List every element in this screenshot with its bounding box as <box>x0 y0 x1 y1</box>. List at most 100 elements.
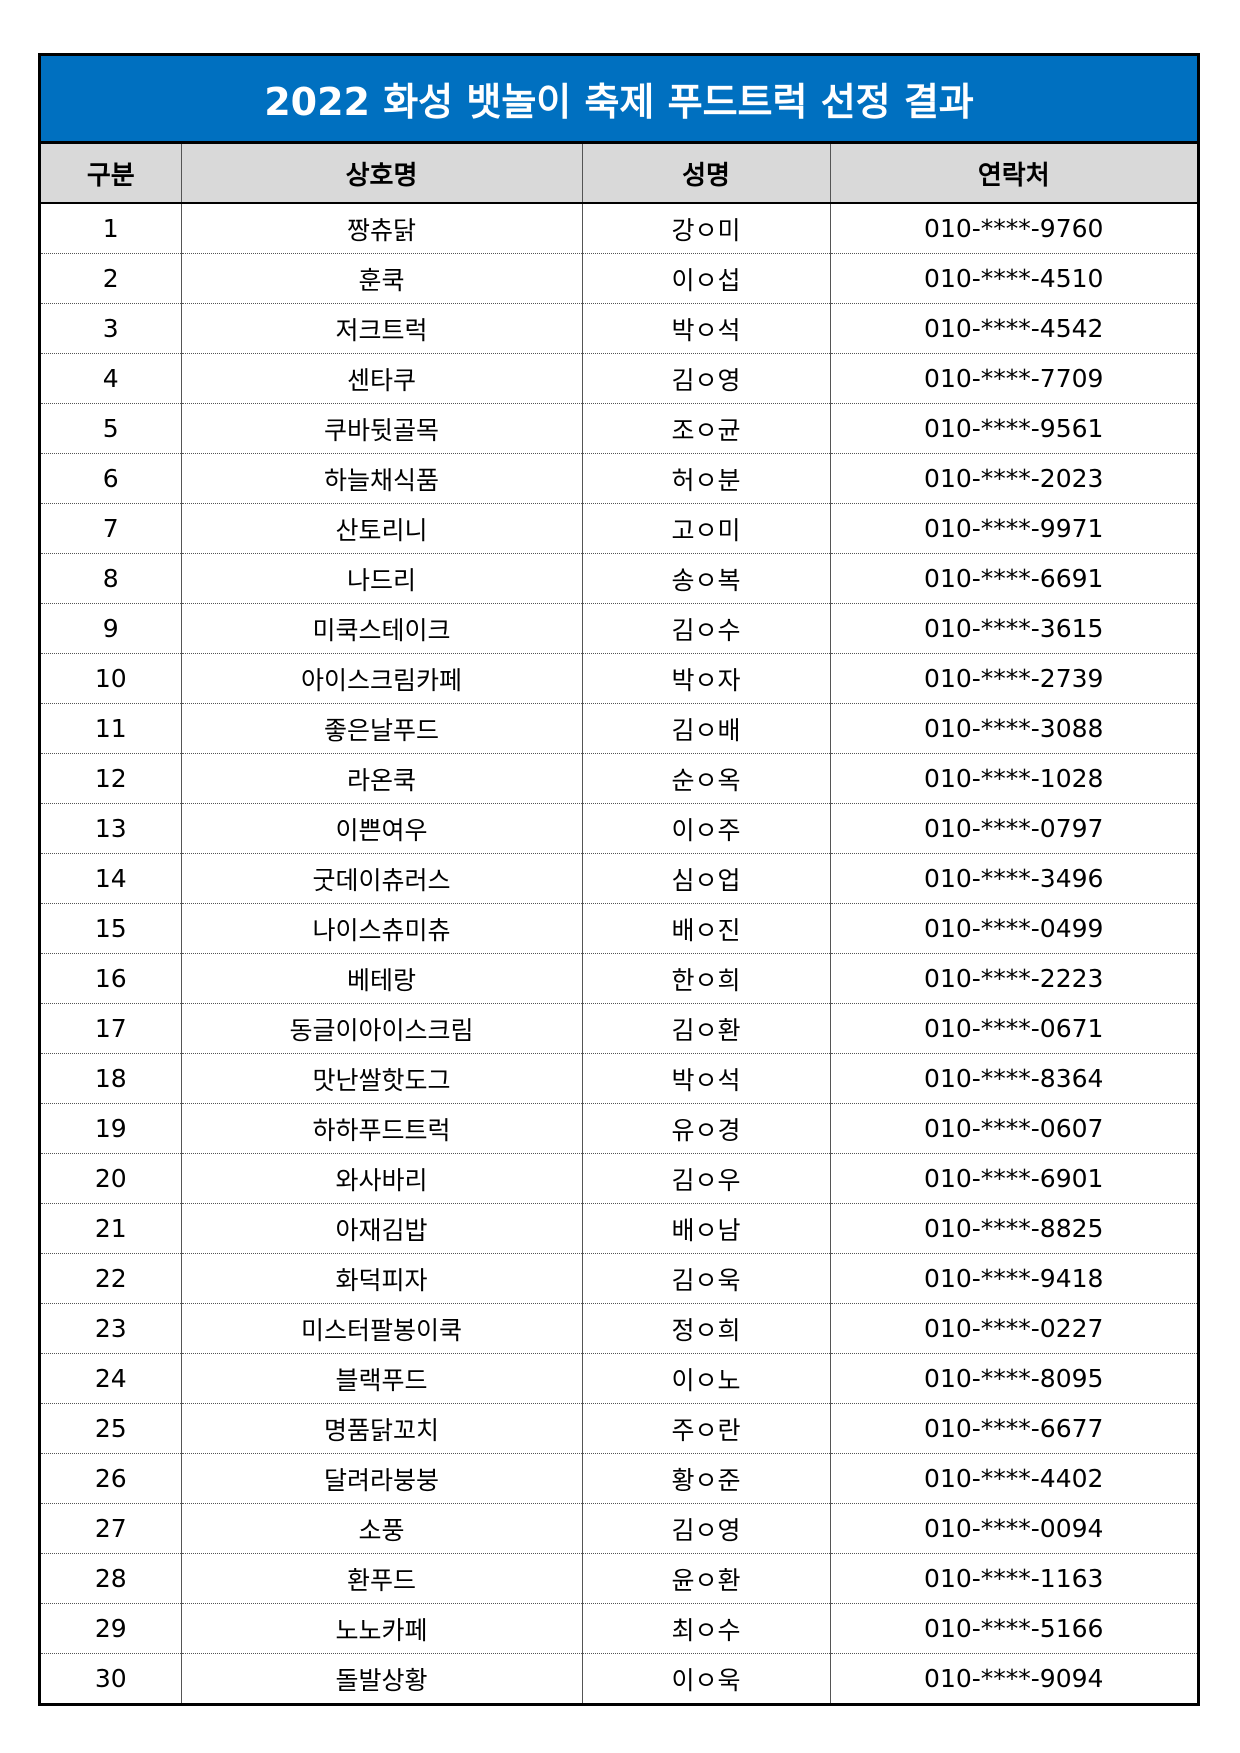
business-name: 화덕피자 <box>180 1253 582 1304</box>
person-name: 허ㅇ분 <box>581 453 830 504</box>
phone: 010-****-0227 <box>829 1303 1197 1354</box>
business-name: 산토리니 <box>180 503 582 554</box>
person-name: 정ㅇ희 <box>581 1303 830 1354</box>
table-row: 4 센타쿠 김ㅇ영 010-****-7709 <box>41 353 1197 404</box>
table-row: 18 맛난쌀핫도그 박ㅇ석 010-****-8364 <box>41 1053 1197 1104</box>
header-cell: 연락처 <box>829 144 1197 204</box>
business-name: 환푸드 <box>180 1553 582 1604</box>
phone: 010-****-8095 <box>829 1353 1197 1404</box>
table-row: 3 저크트럭 박ㅇ석 010-****-4542 <box>41 303 1197 354</box>
row-number: 28 <box>41 1553 181 1604</box>
table-row: 20 와사바리 김ㅇ우 010-****-6901 <box>41 1153 1197 1204</box>
person-name: 한ㅇ희 <box>581 953 830 1004</box>
person-name: 유ㅇ경 <box>581 1103 830 1154</box>
row-number: 17 <box>41 1003 181 1054</box>
business-name: 달려라붕붕 <box>180 1453 582 1504</box>
table-row: 27 소풍 김ㅇ영 010-****-0094 <box>41 1503 1197 1554</box>
row-number: 29 <box>41 1603 181 1654</box>
phone: 010-****-8364 <box>829 1053 1197 1104</box>
person-name: 황ㅇ준 <box>581 1453 830 1504</box>
row-number: 24 <box>41 1353 181 1404</box>
business-name: 아이스크림카페 <box>180 653 582 704</box>
phone: 010-****-9094 <box>829 1653 1197 1703</box>
business-name: 라온쿡 <box>180 753 582 804</box>
table-row: 30 돌발상황 이ㅇ욱 010-****-9094 <box>41 1653 1197 1703</box>
business-name: 노노카페 <box>180 1603 582 1654</box>
header-cell: 구분 <box>41 144 181 204</box>
person-name: 이ㅇ섭 <box>581 253 830 304</box>
table-row: 24 블랙푸드 이ㅇ노 010-****-8095 <box>41 1353 1197 1404</box>
row-number: 6 <box>41 453 181 504</box>
row-number: 4 <box>41 353 181 404</box>
row-number: 30 <box>94 1664 127 1693</box>
person-name: 배ㅇ남 <box>581 1203 830 1254</box>
row-number: 21 <box>41 1203 181 1254</box>
phone: 010-****-3088 <box>829 703 1197 754</box>
header-cell: 성명 <box>581 144 830 204</box>
row-number: 22 <box>41 1253 181 1304</box>
phone: 010-****-9971 <box>829 503 1197 554</box>
phone: 010-****-5166 <box>829 1603 1197 1654</box>
phone: 010-****-2223 <box>829 953 1197 1004</box>
row-number: 20 <box>41 1153 181 1204</box>
business-name: 훈쿡 <box>180 253 582 304</box>
business-name: 짱츄닭 <box>180 203 582 254</box>
person-name: 김ㅇ욱 <box>581 1253 830 1304</box>
row-number: 8 <box>41 553 181 604</box>
table-row: 5 쿠바뒷골목 조ㅇ균 010-****-9561 <box>41 403 1197 454</box>
row-number: 12 <box>41 753 181 804</box>
row-number: 18 <box>41 1053 181 1104</box>
row-number: 5 <box>41 403 181 454</box>
phone: 010-****-6691 <box>829 553 1197 604</box>
person-name: 이ㅇ주 <box>581 803 830 854</box>
phone: 010-****-0499 <box>829 903 1197 954</box>
business-name: 동글이아이스크림 <box>180 1003 582 1054</box>
phone: 010-****-7709 <box>829 353 1197 404</box>
table-row: 28 환푸드 윤ㅇ환 010-****-1163 <box>41 1553 1197 1604</box>
table-row: 11 좋은날푸드 김ㅇ배 010-****-3088 <box>41 703 1197 754</box>
result-sheet: 2022 화성 뱃놀이 축제 푸드트럭 선정 결과 구분 상호명 성명 연락처 1 짱츄… <box>38 53 1200 1706</box>
person-name: 김ㅇ환 <box>581 1003 830 1054</box>
phone: 010-****-9418 <box>829 1253 1197 1304</box>
header-cell: 상호명 <box>180 144 582 204</box>
table-row: 15 나이스츄미츄 배ㅇ진 010-****-0499 <box>41 903 1197 954</box>
table-row: 7 산토리니 고ㅇ미 010-****-9971 <box>41 503 1197 554</box>
person-name: 김ㅇ우 <box>581 1153 830 1204</box>
row-number: 14 <box>41 853 181 904</box>
business-name: 아재김밥 <box>180 1203 582 1254</box>
business-name: 돌발상황 <box>180 1653 582 1703</box>
person-name: 주ㅇ란 <box>581 1403 830 1454</box>
header-row: 구분 상호명 성명 연락처 <box>41 144 1197 204</box>
phone: 010-****-0797 <box>829 803 1197 854</box>
row-number: 10 <box>41 653 181 704</box>
phone: 010-****-9561 <box>829 403 1197 454</box>
phone: 010-****-6901 <box>829 1153 1197 1204</box>
row-number: 19 <box>41 1103 181 1154</box>
row-number: 3 <box>41 303 181 354</box>
table-row: 25 명품닭꼬치 주ㅇ란 010-****-6677 <box>41 1403 1197 1454</box>
business-name: 베테랑 <box>180 953 582 1004</box>
phone: 010-****-3496 <box>829 853 1197 904</box>
business-name: 블랙푸드 <box>180 1353 582 1404</box>
table-row: 2 훈쿡 이ㅇ섭 010-****-4510 <box>41 253 1197 304</box>
person-name: 배ㅇ진 <box>581 903 830 954</box>
business-name: 와사바리 <box>180 1153 582 1204</box>
business-name: 하늘채식품 <box>180 453 582 504</box>
row-number: 2 <box>41 253 181 304</box>
table-row: 6 하늘채식품 허ㅇ분 010-****-2023 <box>41 453 1197 504</box>
business-name: 미스터팔봉이쿡 <box>180 1303 582 1354</box>
table-row: 22 화덕피자 김ㅇ욱 010-****-9418 <box>41 1253 1197 1304</box>
table-row: 8 나드리 송ㅇ복 010-****-6691 <box>41 553 1197 604</box>
table-row: 13 이쁜여우 이ㅇ주 010-****-0797 <box>41 803 1197 854</box>
business-name: 저크트럭 <box>180 303 582 354</box>
person-name: 이ㅇ욱 <box>581 1653 830 1703</box>
person-name: 고ㅇ미 <box>581 503 830 554</box>
person-name: 김ㅇ영 <box>581 1503 830 1554</box>
business-name: 하하푸드트럭 <box>180 1103 582 1154</box>
business-name: 맛난쌀핫도그 <box>180 1053 582 1104</box>
row-number: 7 <box>41 503 181 554</box>
row-number: 11 <box>41 703 181 754</box>
person-name: 이ㅇ노 <box>581 1353 830 1404</box>
row-number: 1 <box>41 203 181 254</box>
